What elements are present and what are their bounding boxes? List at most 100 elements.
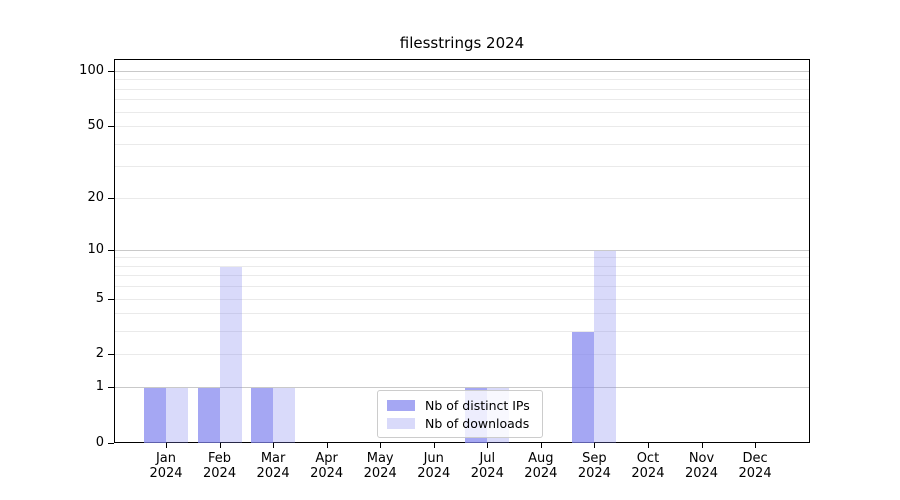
bar-downloads (219, 266, 242, 443)
y-tick-mark (108, 354, 114, 356)
x-tick-month: Feb (208, 451, 232, 466)
major-gridline (115, 387, 809, 389)
x-tick-label: Oct 2024 (616, 451, 680, 481)
x-tick-year: 2024 (417, 466, 451, 481)
x-tick-label: Feb 2024 (188, 451, 252, 481)
x-tick-label: Nov 2024 (670, 451, 734, 481)
x-tick-label: Jan 2024 (134, 451, 198, 481)
x-tick-month: Jul (479, 451, 496, 466)
legend-swatch-downloads (387, 418, 415, 429)
minor-gridline (115, 298, 809, 300)
x-tick-year: 2024 (631, 466, 665, 481)
y-tick-label: 20 (87, 189, 104, 205)
minor-gridline (115, 286, 809, 288)
x-tick-year: 2024 (684, 466, 719, 481)
gridlines-layer (115, 60, 809, 442)
plot-area (114, 59, 810, 443)
x-tick-mark (647, 443, 649, 448)
major-gridline (115, 71, 809, 72)
x-tick-month: Jun (423, 451, 444, 466)
bar-downloads (166, 388, 188, 443)
x-tick-label: Apr 2024 (295, 451, 359, 481)
major-gridline (115, 249, 809, 251)
y-tick-mark (108, 298, 114, 300)
x-tick-month: Oct (636, 451, 660, 466)
x-tick-year: 2024 (577, 466, 611, 481)
x-tick-year: 2024 (470, 466, 504, 481)
x-tick-mark (380, 443, 382, 448)
x-tick-mark (594, 443, 596, 448)
y-tick-mark (108, 249, 114, 251)
y-tick-label: 2 (95, 346, 104, 362)
y-tick-mark (108, 126, 114, 128)
minor-gridline (115, 275, 809, 277)
x-tick-label: Sep 2024 (562, 451, 626, 481)
x-tick-mark (166, 443, 167, 448)
x-tick-label: Jun 2024 (402, 451, 466, 481)
minor-gridline (115, 331, 809, 333)
x-tick-month: Aug (528, 451, 554, 466)
x-tick-year: 2024 (203, 466, 237, 481)
x-tick-mark (540, 443, 542, 448)
bar-distinct-ips (197, 388, 220, 443)
legend-label-distinct-ips: Nb of distinct IPs (425, 398, 530, 413)
x-tick-month: Nov (688, 451, 715, 466)
x-tick-month: Dec (742, 451, 768, 466)
x-tick-mark (755, 443, 757, 448)
y-tick-label: 10 (87, 241, 104, 257)
x-tick-mark (326, 443, 328, 448)
y-tick-mark (108, 71, 114, 72)
x-tick-label: Dec 2024 (723, 451, 787, 481)
y-tick-label: 0 (95, 435, 104, 450)
x-tick-year: 2024 (310, 466, 344, 481)
bar-downloads (273, 388, 296, 443)
x-tick-label: Mar 2024 (241, 451, 305, 481)
x-tick-month: Apr (315, 451, 338, 466)
minor-gridline (115, 197, 809, 199)
x-tick-month: Jan (155, 451, 177, 466)
minor-gridline (115, 126, 809, 128)
x-tick-year: 2024 (256, 466, 290, 481)
minor-gridline (115, 99, 809, 101)
minor-gridline (115, 354, 809, 356)
x-tick-label: Aug 2024 (509, 451, 573, 481)
minor-gridline (115, 166, 809, 168)
minor-gridline (115, 265, 809, 267)
x-tick-label: Jul 2024 (455, 451, 519, 481)
y-tick-label: 1 (95, 379, 104, 395)
minor-gridline (115, 111, 809, 113)
x-tick-mark (701, 443, 703, 448)
minor-gridline (115, 88, 809, 90)
minor-gridline (115, 79, 809, 81)
legend-swatch-distinct-ips (387, 400, 415, 411)
chart-title: filesstrings 2024 (399, 34, 525, 52)
minor-gridline (115, 143, 809, 145)
legend-item-distinct-ips: Nb of distinct IPs (387, 397, 534, 414)
x-tick-year: 2024 (738, 466, 772, 481)
x-tick-month: Mar (260, 451, 286, 466)
bar-distinct-ips (572, 332, 595, 443)
y-tick-label: 50 (87, 118, 104, 134)
x-tick-year: 2024 (149, 466, 183, 481)
x-tick-mark (219, 443, 221, 448)
bar-distinct-ips (251, 388, 274, 443)
y-tick-label: 5 (95, 290, 104, 306)
x-tick-mark (273, 443, 275, 448)
legend-label-downloads: Nb of downloads (425, 416, 530, 431)
minor-gridline (115, 313, 809, 315)
legend-item-downloads: Nb of downloads (387, 415, 534, 432)
x-tick-year: 2024 (524, 466, 558, 481)
legend: Nb of distinct IPs Nb of downloads (377, 390, 543, 438)
y-tick-mark (108, 443, 114, 444)
x-tick-month: Sep (582, 451, 607, 466)
bar-downloads (594, 250, 617, 443)
bars-layer (115, 60, 809, 443)
minor-gridline (115, 257, 809, 259)
x-tick-year: 2024 (363, 466, 397, 481)
bar-distinct-ips (144, 388, 166, 443)
y-tick-mark (108, 387, 114, 389)
x-tick-label: May 2024 (348, 451, 412, 481)
y-tick-mark (108, 197, 114, 199)
x-tick-mark (433, 443, 435, 448)
